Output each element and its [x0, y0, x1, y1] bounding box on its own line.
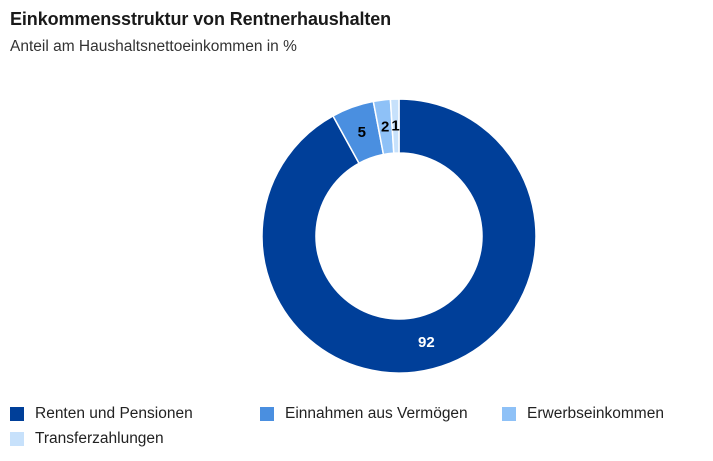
legend-item-renten-und-pensionen[interactable]: Renten und Pensionen: [10, 405, 193, 423]
slice-renten-und-pensionen[interactable]: [261, 98, 537, 374]
data-label-erwerbseinkommen: 2: [381, 118, 389, 135]
legend-label: Renten und Pensionen: [35, 405, 193, 422]
legend-label: Transferzahlungen: [35, 430, 164, 447]
legend-item-einnahmen-aus-vermoegen[interactable]: Einnahmen aus Vermögen: [260, 405, 468, 423]
donut-data-labels: 92 5 2 1: [358, 118, 435, 351]
slice-transferzahlungen[interactable]: [389, 98, 400, 154]
data-label-einnahmen-aus-vermoegen: 5: [358, 124, 366, 141]
legend-swatch: [10, 432, 24, 446]
legend-label: Erwerbseinkommen: [527, 405, 664, 422]
chart-title: Einkommensstruktur von Rentnerhaushalten: [10, 9, 392, 29]
chart-subtitle: Anteil am Haushaltsnettoeinkommen in %: [10, 38, 297, 55]
legend-item-transferzahlungen[interactable]: Transferzahlungen: [10, 430, 164, 448]
legend-label: Einnahmen aus Vermögen: [285, 405, 468, 422]
data-label-transferzahlungen: 1: [391, 118, 399, 135]
legend-swatch: [10, 407, 24, 421]
donut-slices: [261, 98, 537, 374]
legend-swatch: [502, 407, 516, 421]
legend-item-erwerbseinkommen[interactable]: Erwerbseinkommen: [502, 405, 664, 423]
legend-swatch: [260, 407, 274, 421]
data-label-renten-und-pensionen: 92: [418, 334, 435, 351]
